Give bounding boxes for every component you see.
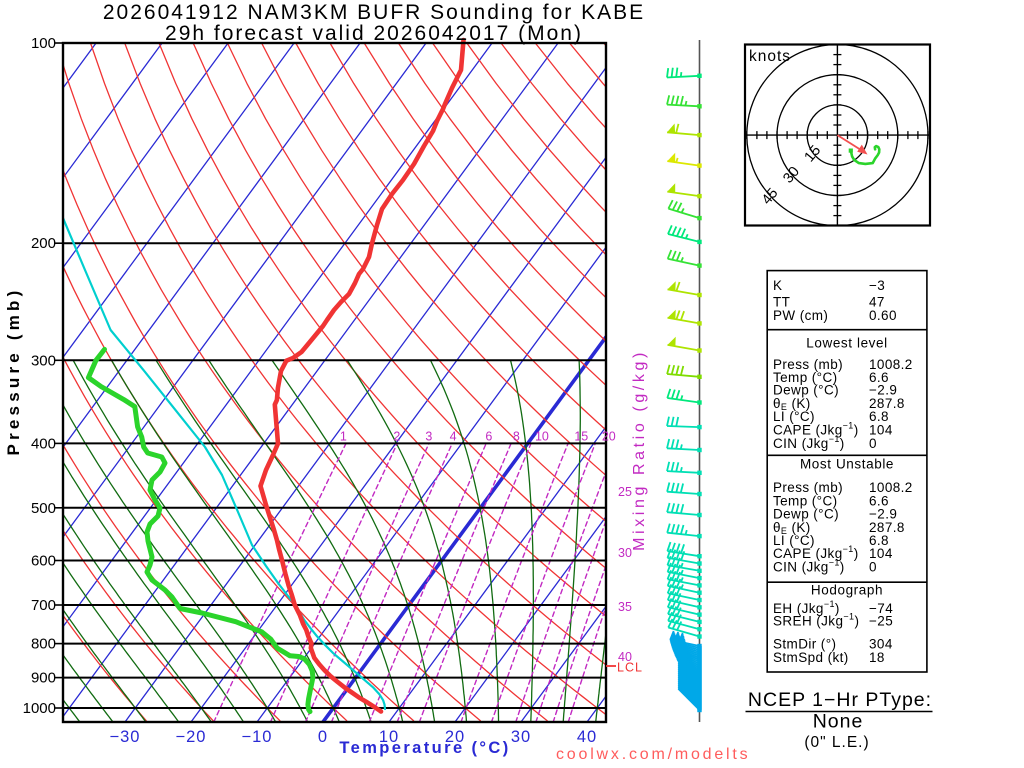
svg-text:Temp (°C): Temp (°C)	[773, 493, 838, 508]
svg-text:15: 15	[802, 143, 825, 166]
svg-text:10: 10	[535, 430, 549, 444]
svg-text:Dewp (°C): Dewp (°C)	[773, 507, 839, 522]
svg-text:0: 0	[869, 559, 877, 574]
svg-text:1000: 1000	[23, 700, 56, 717]
svg-text:K: K	[773, 278, 782, 293]
svg-text:6: 6	[485, 430, 492, 444]
svg-text:30: 30	[511, 728, 531, 746]
svg-text:1: 1	[340, 430, 347, 444]
svg-text:(0" L.E.): (0" L.E.)	[804, 734, 869, 751]
svg-text:1008.2: 1008.2	[869, 357, 913, 372]
svg-text:6.8: 6.8	[869, 533, 889, 548]
svg-text:−2.9: −2.9	[869, 507, 897, 522]
svg-text:−3: −3	[869, 278, 885, 293]
svg-text:LI (°C): LI (°C)	[773, 533, 815, 548]
svg-text:PW (cm): PW (cm)	[773, 308, 828, 323]
svg-text:15: 15	[574, 430, 588, 444]
svg-text:6.8: 6.8	[869, 409, 889, 424]
svg-text:EH (Jkg−1): EH (Jkg−1)	[773, 599, 840, 616]
svg-text:104: 104	[869, 422, 893, 437]
svg-text:Most Unstable: Most Unstable	[800, 456, 894, 471]
svg-text:Press (mb): Press (mb)	[773, 357, 843, 372]
svg-text:CAPE (Jkg−1): CAPE (Jkg−1)	[773, 544, 859, 561]
svg-text:900: 900	[31, 670, 56, 687]
svg-text:287.8: 287.8	[869, 520, 905, 535]
svg-text:30: 30	[618, 546, 632, 560]
svg-text:304: 304	[869, 637, 893, 652]
svg-text:500: 500	[31, 500, 56, 517]
svg-text:Temp (°C): Temp (°C)	[773, 370, 838, 385]
svg-text:LI (°C): LI (°C)	[773, 409, 815, 424]
svg-text:100: 100	[31, 35, 56, 52]
svg-text:40: 40	[577, 728, 597, 746]
svg-text:300: 300	[31, 352, 56, 369]
svg-text:0: 0	[869, 436, 877, 451]
svg-text:SREH (Jkg−1): SREH (Jkg−1)	[773, 612, 859, 629]
svg-text:800: 800	[31, 636, 56, 653]
svg-text:−2.9: −2.9	[869, 383, 897, 398]
svg-text:LCL: LCL	[617, 661, 643, 675]
svg-text:coolwx.com/modelts: coolwx.com/modelts	[556, 746, 750, 763]
svg-text:600: 600	[31, 553, 56, 570]
svg-text:47: 47	[869, 294, 885, 309]
svg-text:−74: −74	[869, 601, 893, 616]
svg-text:6.6: 6.6	[869, 493, 889, 508]
svg-text:Pressure (mb): Pressure (mb)	[4, 287, 23, 456]
svg-text:0.60: 0.60	[869, 308, 897, 323]
svg-text:8: 8	[513, 430, 520, 444]
svg-text:45: 45	[759, 185, 782, 208]
svg-text:3: 3	[425, 430, 432, 444]
svg-text:CAPE (Jkg−1): CAPE (Jkg−1)	[773, 420, 859, 437]
svg-text:104: 104	[869, 546, 893, 561]
svg-text:Mixing Ratio (g/kg): Mixing Ratio (g/kg)	[631, 349, 648, 551]
svg-text:−25: −25	[869, 614, 893, 629]
svg-text:Temperature (°C): Temperature (°C)	[339, 739, 510, 757]
svg-text:Hodograph: Hodograph	[811, 583, 883, 598]
svg-text:400: 400	[31, 435, 56, 452]
svg-text:4: 4	[450, 430, 457, 444]
svg-text:2026041912 NAM3KM BUFR Soundin: 2026041912 NAM3KM BUFR Sounding for KABE	[103, 1, 645, 24]
svg-text:200: 200	[31, 235, 56, 252]
svg-text:−20: −20	[176, 728, 207, 746]
svg-text:2: 2	[393, 430, 400, 444]
svg-text:knots: knots	[749, 48, 791, 65]
svg-text:700: 700	[31, 597, 56, 614]
svg-text:35: 35	[618, 600, 632, 614]
svg-text:NCEP 1−Hr PType:: NCEP 1−Hr PType:	[748, 689, 932, 711]
svg-text:None: None	[813, 711, 864, 733]
svg-text:30: 30	[780, 164, 803, 187]
svg-text:29h forecast valid 2026042017: 29h forecast valid 2026042017 (Mon)	[165, 22, 583, 45]
svg-text:20: 20	[602, 430, 616, 444]
svg-text:25: 25	[618, 485, 632, 499]
svg-text:−10: −10	[242, 728, 273, 746]
svg-text:−30: −30	[110, 728, 141, 746]
svg-text:10: 10	[379, 728, 399, 746]
svg-text:40: 40	[618, 650, 632, 664]
svg-text:Lowest level: Lowest level	[806, 335, 888, 350]
svg-text:287.8: 287.8	[869, 396, 905, 411]
svg-text:TT: TT	[773, 294, 790, 309]
svg-text:1008.2: 1008.2	[869, 480, 913, 495]
svg-text:StmSpd (kt): StmSpd (kt)	[773, 650, 849, 665]
svg-text:18: 18	[869, 650, 885, 665]
svg-text:6.6: 6.6	[869, 370, 889, 385]
svg-text:CIN (Jkg−1): CIN (Jkg−1)	[773, 434, 845, 451]
svg-text:StmDir (°): StmDir (°)	[773, 637, 836, 652]
svg-text:Press (mb): Press (mb)	[773, 480, 843, 495]
svg-text:Dewp (°C): Dewp (°C)	[773, 383, 839, 398]
svg-text:CIN (Jkg−1): CIN (Jkg−1)	[773, 557, 845, 574]
svg-text:20: 20	[445, 728, 465, 746]
svg-text:0: 0	[318, 728, 328, 746]
